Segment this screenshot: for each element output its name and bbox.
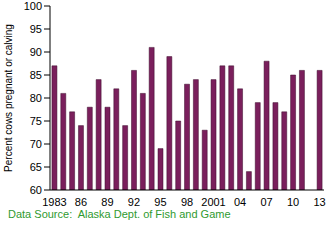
svg-text:07: 07 — [260, 196, 272, 208]
svg-text:Percent cows pregnant or calvi: Percent cows pregnant or calving — [8, 24, 14, 172]
svg-text:60: 60 — [30, 184, 42, 196]
svg-text:92: 92 — [128, 196, 140, 208]
svg-text:85: 85 — [30, 69, 42, 81]
svg-text:65: 65 — [30, 161, 42, 173]
svg-text:2001: 2001 — [201, 196, 225, 208]
svg-text:13: 13 — [313, 196, 324, 208]
svg-text:10: 10 — [287, 196, 299, 208]
svg-text:100: 100 — [24, 0, 42, 12]
svg-text:98: 98 — [181, 196, 193, 208]
svg-text:04: 04 — [234, 196, 246, 208]
html-text:Data Source: Alaska Dept. of F: Data Source: Alaska Dept. of Fish and Ga… — [8, 208, 231, 220]
svg-text:95: 95 — [154, 196, 166, 208]
svg-text:1983: 1983 — [42, 196, 66, 208]
svg-text:80: 80 — [30, 92, 42, 104]
svg-text:86: 86 — [75, 196, 87, 208]
svg-text:75: 75 — [30, 115, 42, 127]
svg-text:95: 95 — [30, 23, 42, 35]
svg-text:70: 70 — [30, 138, 42, 150]
svg-text:90: 90 — [30, 46, 42, 58]
svg-text:89: 89 — [101, 196, 113, 208]
